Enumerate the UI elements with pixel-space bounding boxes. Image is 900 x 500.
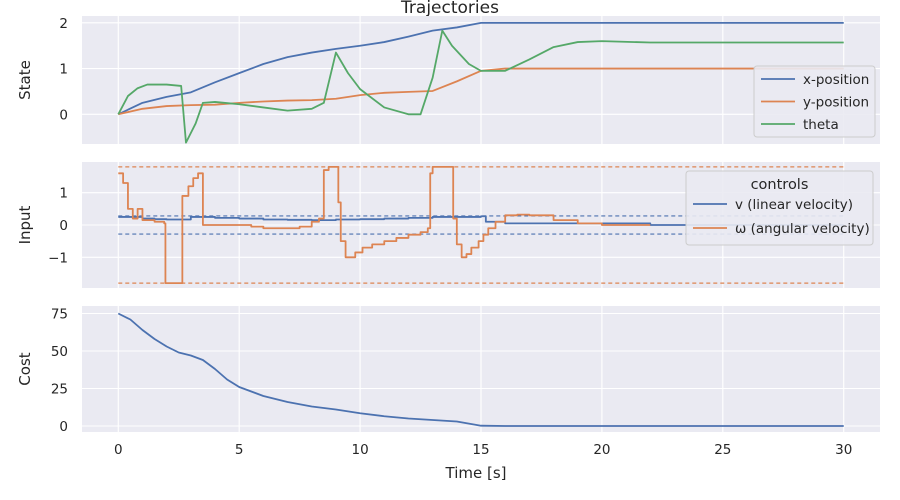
series-line-series xyxy=(117,312,844,427)
legend-label: theta xyxy=(803,117,839,133)
legend-label: ω (angular velocity) xyxy=(735,221,870,237)
y-axis-label: State xyxy=(16,60,34,100)
legend: x-position y-position theta xyxy=(753,65,876,138)
x-tick-label: 20 xyxy=(593,442,610,458)
state-panel: 0 1 2 State x-position y-position theta xyxy=(16,16,880,144)
y-tick-label: 0 xyxy=(59,419,68,435)
legend-label: y-position xyxy=(803,95,869,111)
figure-title: Trajectories xyxy=(400,0,499,18)
x-tick-label: 10 xyxy=(351,442,368,458)
x-tick-label: 0 xyxy=(114,442,123,458)
series-line-x-position xyxy=(117,21,844,116)
legend-title: controls xyxy=(751,177,809,193)
y-tick-label: 75 xyxy=(51,307,68,323)
legend: controls v (linear velocity) ω (angular ve… xyxy=(685,170,874,246)
legend-box xyxy=(753,65,876,138)
y-axis-label: Input xyxy=(16,205,34,244)
y-tick-label: 1 xyxy=(59,186,68,202)
x-tick-label: 30 xyxy=(835,442,852,458)
y-tick-label: 1 xyxy=(59,62,68,78)
legend-label: v (linear velocity) xyxy=(735,197,853,213)
series-line-y-position xyxy=(118,67,844,116)
series-line-angular-velocity xyxy=(118,165,651,285)
x-tick-label: 25 xyxy=(714,442,731,458)
y-axis-label: Cost xyxy=(16,352,34,385)
series-line-theta xyxy=(117,29,844,144)
input-panel: −1 0 1 Input controls v (linear velocity) ω (a… xyxy=(16,162,880,288)
y-tick-label: 25 xyxy=(51,382,68,398)
y-tick-label: 2 xyxy=(59,16,68,32)
cost-panel: 0 25 50 75 0 5 10 15 20 25 30 Cost xyxy=(16,306,880,458)
x-axis-label: Time [s] xyxy=(445,464,507,482)
y-tick-label: 0 xyxy=(59,107,68,123)
y-tick-label: −1 xyxy=(48,250,68,266)
series-line-v-linear-velocity xyxy=(118,215,844,226)
y-tick-label: 0 xyxy=(59,218,68,234)
legend-label: x-position xyxy=(803,72,869,88)
legend-box xyxy=(685,170,874,246)
x-tick-label: 15 xyxy=(472,442,489,458)
y-tick-label: 50 xyxy=(51,344,68,360)
x-tick-label: 5 xyxy=(235,442,244,458)
